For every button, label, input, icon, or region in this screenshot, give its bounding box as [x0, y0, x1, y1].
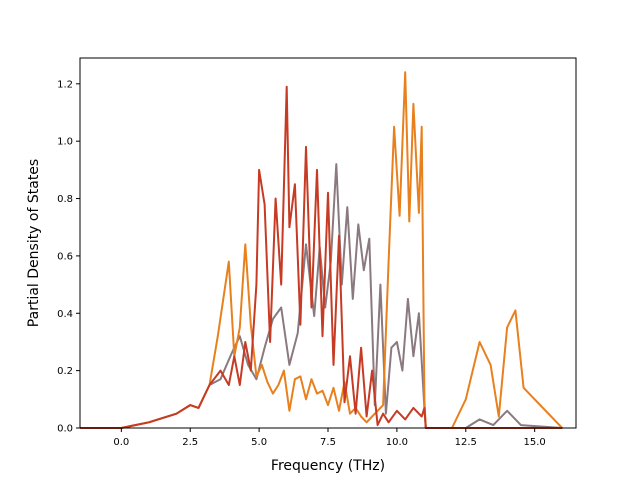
y-tick-label: 0.8	[57, 194, 73, 205]
y-tick-label: 0.6	[57, 251, 73, 262]
y-tick-label: 1.2	[57, 79, 73, 90]
x-axis-ticks: 0.0 2.5 5.0 7.5 10.0 12.5 15.0	[113, 428, 546, 448]
y-axis-label: Partial Density of States	[26, 159, 42, 327]
x-tick-label: 15.0	[524, 437, 546, 448]
x-tick-label: 2.5	[182, 437, 198, 448]
plot-area	[80, 58, 576, 428]
y-tick-label: 1.0	[57, 137, 73, 148]
series-layer	[80, 71, 563, 429]
x-axis-label: Frequency (THz)	[271, 458, 385, 474]
y-tick-label: 0.4	[57, 309, 73, 320]
y-tick-label: 0.2	[57, 366, 73, 377]
x-tick-label: 5.0	[251, 437, 267, 448]
x-tick-label: 0.0	[113, 437, 129, 448]
y-tick-label: 0.0	[57, 424, 73, 435]
series-line-3	[80, 85, 563, 429]
x-tick-label: 7.5	[320, 437, 336, 448]
x-tick-label: 10.0	[386, 437, 408, 448]
y-axis-ticks: 0.0 0.2 0.4 0.6 0.8 1.0 1.2	[57, 79, 80, 435]
x-tick-label: 12.5	[455, 437, 477, 448]
